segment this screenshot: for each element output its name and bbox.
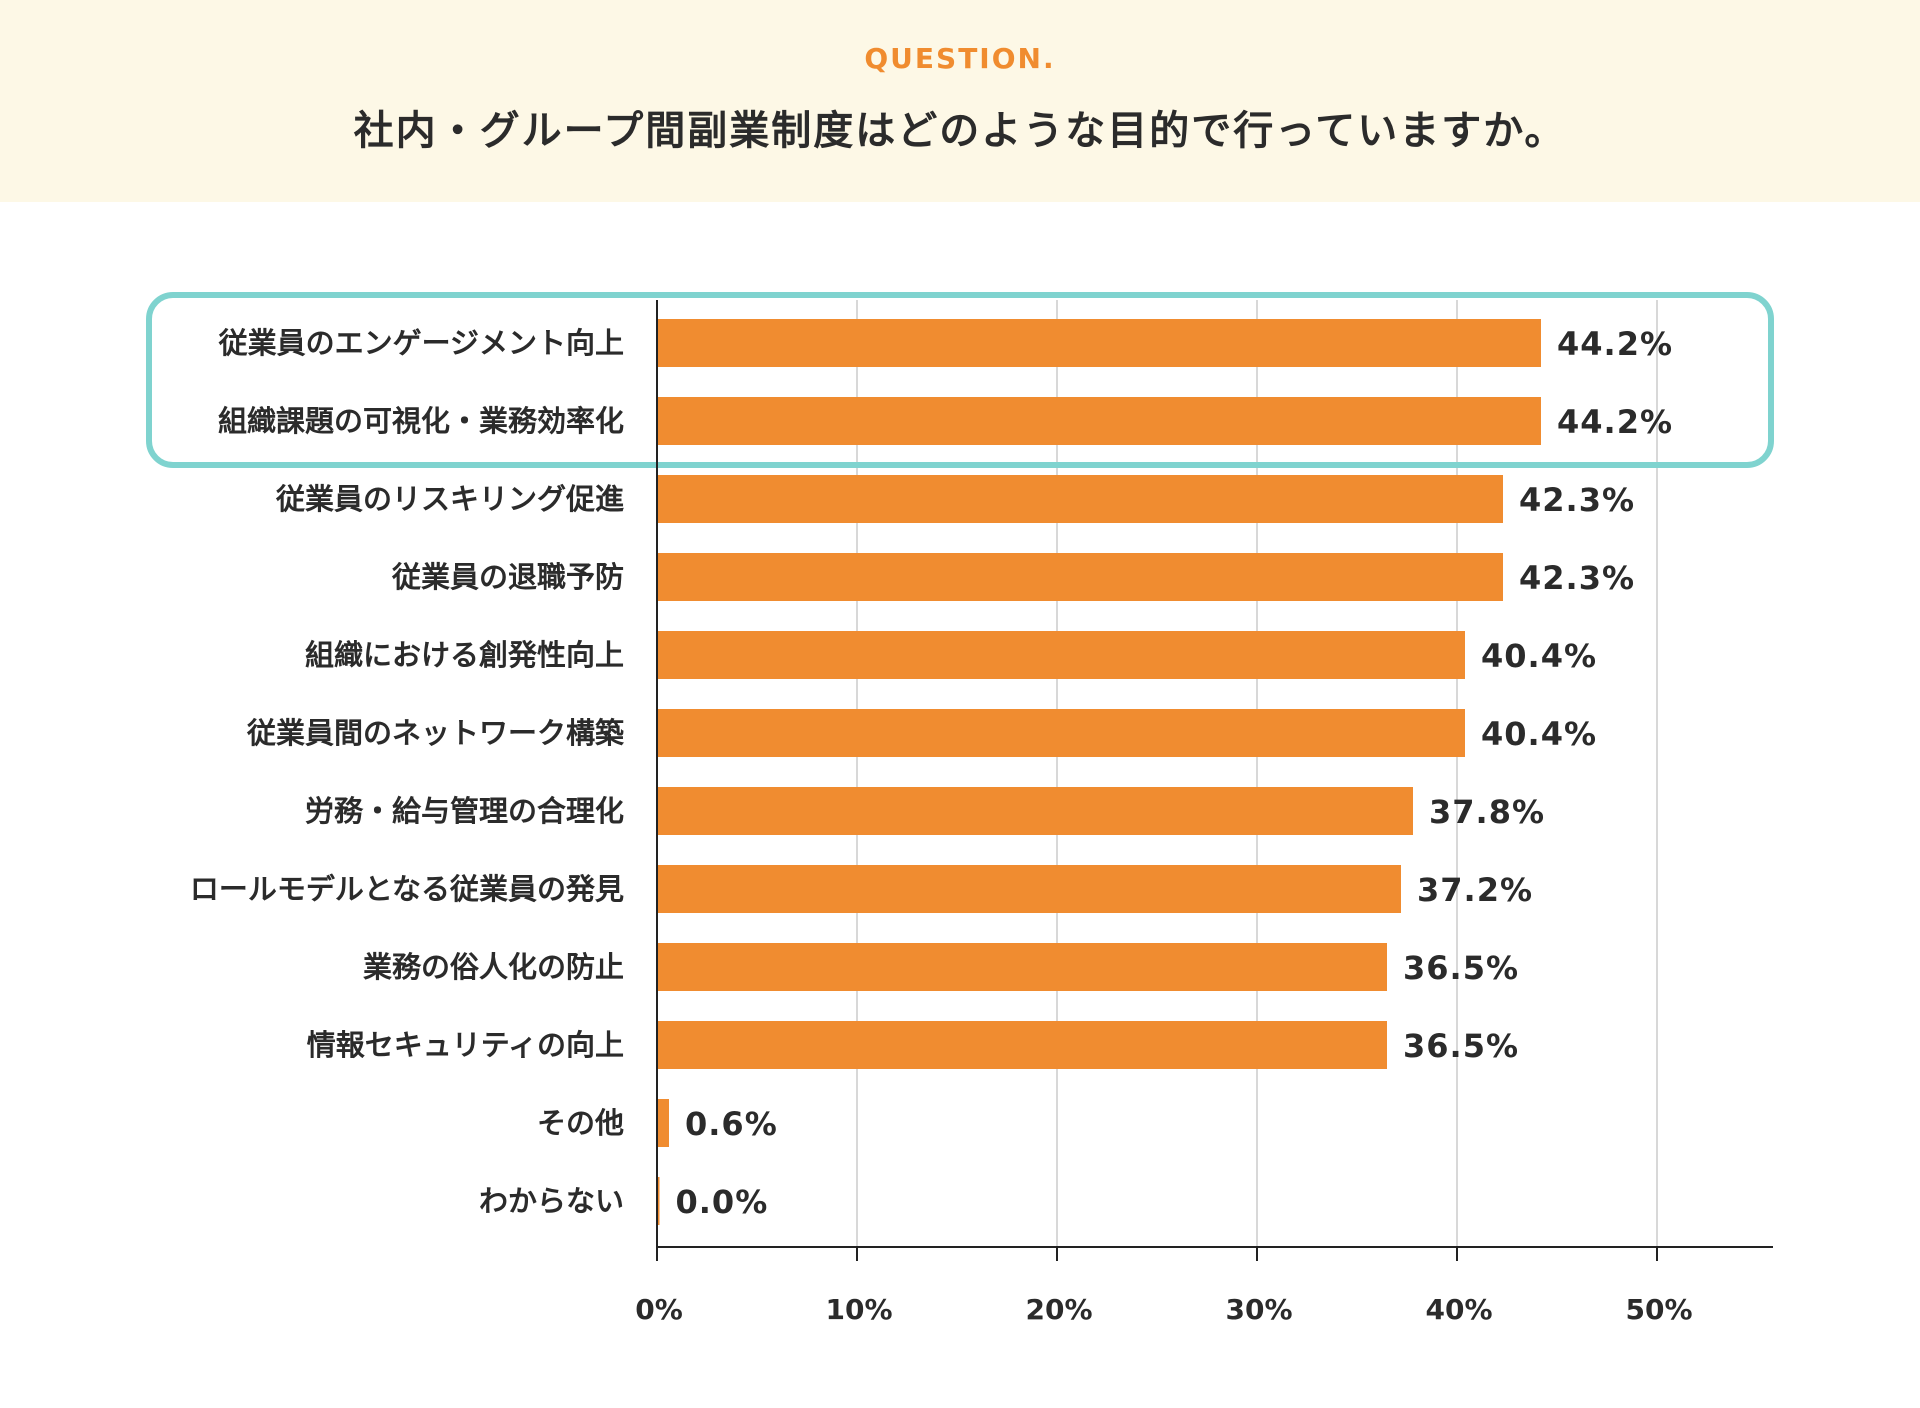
bar-3 — [657, 553, 1503, 601]
question-header — [0, 0, 1920, 202]
category-label-2: 従業員のリスキリング促進 — [275, 482, 624, 516]
value-label-11: 0.0% — [676, 1183, 769, 1221]
value-label-8: 36.5% — [1403, 949, 1519, 987]
category-label-3: 従業員の退職予防 — [391, 560, 624, 594]
bar-2 — [657, 475, 1503, 523]
x-tick-label-4: 40% — [1425, 1293, 1492, 1326]
value-label-10: 0.6% — [685, 1105, 778, 1143]
value-label-1: 44.2% — [1557, 403, 1673, 441]
value-label-6: 37.8% — [1429, 793, 1545, 831]
category-label-8: 業務の俗人化の防止 — [363, 950, 624, 984]
value-label-2: 42.3% — [1519, 481, 1635, 519]
x-tick-label-3: 30% — [1225, 1293, 1292, 1326]
x-tick-label-5: 50% — [1625, 1293, 1692, 1326]
category-label-7: ロールモデルとなる従業員の発見 — [190, 872, 624, 906]
question-eyebrow: QUESTION. — [864, 42, 1056, 75]
category-label-10: その他 — [537, 1106, 624, 1140]
bar-8 — [657, 943, 1387, 991]
category-label-4: 組織における創発性向上 — [305, 638, 624, 672]
category-label-0: 従業員のエンゲージメント向上 — [218, 326, 624, 360]
bar-1 — [657, 397, 1541, 445]
bar-5 — [657, 709, 1465, 757]
category-label-5: 従業員間のネットワーク構築 — [246, 716, 625, 750]
category-label-1: 組織課題の可視化・業務効率化 — [218, 404, 624, 438]
category-label-11: わからない — [479, 1184, 624, 1218]
value-label-7: 37.2% — [1417, 871, 1533, 909]
bar-11 — [657, 1177, 660, 1225]
value-label-3: 42.3% — [1519, 559, 1635, 597]
value-label-5: 40.4% — [1481, 715, 1597, 753]
highlight-box — [146, 292, 1774, 468]
bar-0 — [657, 319, 1541, 367]
value-label-0: 44.2% — [1557, 325, 1673, 363]
bar-7 — [657, 865, 1401, 913]
category-label-6: 労務・給与管理の合理化 — [305, 794, 624, 828]
bar-6 — [657, 787, 1413, 835]
x-tick-label-0: 0% — [635, 1293, 683, 1326]
header-wave-edge — [0, 192, 1920, 201]
bar-9 — [657, 1021, 1387, 1069]
value-label-9: 36.5% — [1403, 1027, 1519, 1065]
bar-10 — [657, 1099, 669, 1147]
category-label-9: 情報セキュリティの向上 — [307, 1028, 624, 1062]
question-title: 社内・グループ間副業制度はどのような目的で行っていますか。 — [353, 108, 1567, 154]
value-label-4: 40.4% — [1481, 637, 1597, 675]
x-tick-label-2: 20% — [1025, 1293, 1092, 1326]
bar-4 — [657, 631, 1465, 679]
x-tick-label-1: 10% — [825, 1293, 892, 1326]
